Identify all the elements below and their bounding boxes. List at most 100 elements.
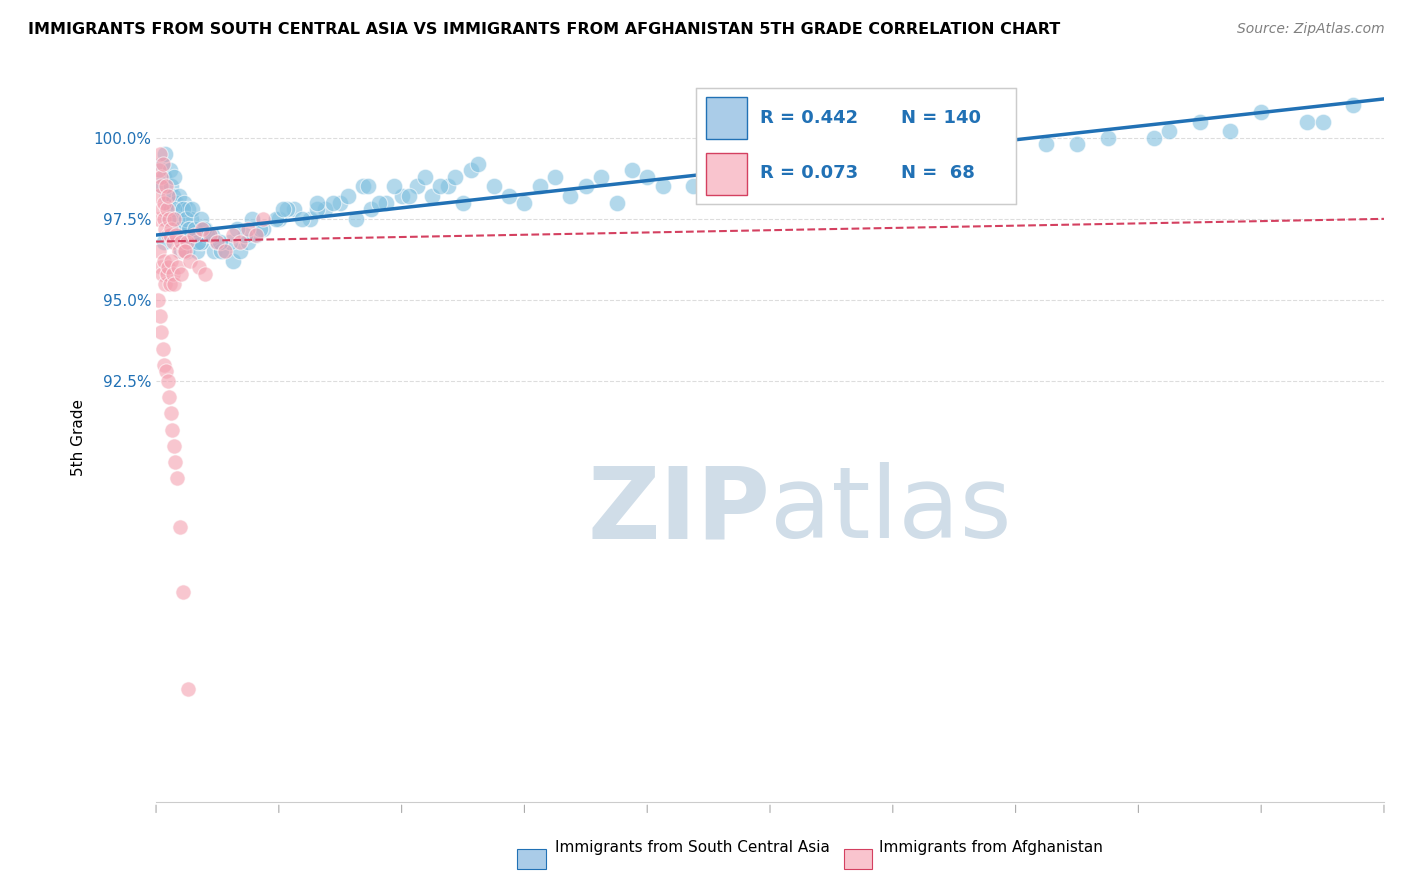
Point [252,221,274,235]
Point [157,189,180,203]
Point [169,267,191,281]
Point [159,228,181,243]
Text: Immigrants from Afghanistan: Immigrants from Afghanistan [879,839,1102,855]
Point [367,195,389,210]
Point [160,221,183,235]
Point [775,147,797,161]
Point [1066,137,1088,152]
Point [163,169,186,184]
Point [1035,137,1057,152]
Point [460,163,482,178]
Point [165,228,187,243]
Point [146,211,169,226]
Point [882,147,904,161]
Point [174,211,197,226]
Point [591,169,613,184]
Point [152,254,174,268]
Point [172,202,194,216]
Point [153,195,176,210]
Point [236,235,259,249]
Point [271,202,294,216]
Point [207,235,229,249]
Text: atlas: atlas [770,462,1012,559]
Point [322,195,344,210]
Point [156,267,179,281]
Point [166,211,188,226]
Point [307,195,329,210]
Point [149,169,172,184]
Point [179,228,201,243]
Point [153,235,176,249]
Point [360,202,382,216]
Point [208,235,231,249]
Point [651,179,673,194]
Point [159,277,181,291]
Point [163,277,186,291]
Point [713,169,735,184]
Point [157,260,180,275]
Point [912,147,935,161]
Point [1250,104,1272,119]
Point [160,254,183,268]
Point [820,147,842,161]
Point [152,342,174,356]
Point [214,244,236,259]
Point [169,221,191,235]
Point [988,147,1011,161]
Point [307,202,329,216]
Point [451,195,474,210]
Point [1143,130,1166,145]
Point [191,235,214,249]
Point [172,221,194,235]
Point [159,406,181,420]
Point [195,228,218,243]
Point [162,235,184,249]
Point [148,163,170,178]
Point [153,358,176,372]
Point [176,221,198,235]
Point [329,195,352,210]
Point [149,179,172,194]
Point [149,260,172,275]
Point [943,137,966,152]
Point [498,189,520,203]
Point [1157,124,1180,138]
Point [252,211,274,226]
Point [150,326,173,340]
Point [159,163,181,178]
Point [155,147,177,161]
Point [166,471,188,485]
Point [194,267,217,281]
Point [851,163,873,178]
Point [150,267,173,281]
Point [163,211,186,226]
Point [529,179,551,194]
Point [177,681,200,696]
Point [209,244,232,259]
Point [267,211,290,226]
Point [159,228,181,243]
Point [728,179,751,194]
Point [177,202,200,216]
Point [149,147,172,161]
Point [1296,114,1319,128]
Point [467,157,489,171]
Point [198,228,221,243]
Point [179,254,201,268]
Point [152,169,174,184]
Point [177,221,200,235]
Point [149,309,172,323]
Point [222,254,245,268]
Point [186,244,208,259]
Point [482,179,505,194]
Point [544,169,567,184]
Point [188,228,211,243]
Text: IMMIGRANTS FROM SOUTH CENTRAL ASIA VS IMMIGRANTS FROM AFGHANISTAN 5TH GRADE CORR: IMMIGRANTS FROM SOUTH CENTRAL ASIA VS IM… [28,22,1060,37]
Point [152,211,174,226]
Point [352,179,374,194]
Point [1219,124,1241,138]
Point [155,277,177,291]
Point [181,235,204,249]
Point [245,228,267,243]
Point [172,584,194,599]
